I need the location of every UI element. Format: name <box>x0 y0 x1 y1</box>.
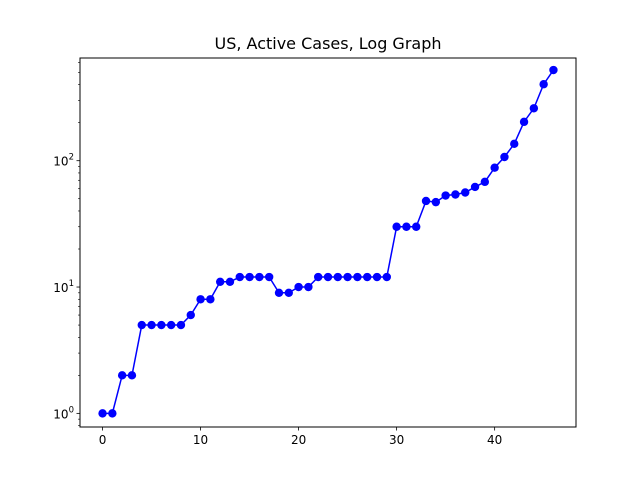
data-point <box>441 191 450 200</box>
data-point <box>412 222 421 231</box>
data-point <box>510 139 519 149</box>
data-point <box>490 163 499 172</box>
data-point <box>176 320 186 330</box>
data-point <box>147 320 156 330</box>
data-point <box>500 152 509 162</box>
chart-title: US, Active Cases, Log Graph <box>214 34 441 53</box>
x-tick-label: 40 <box>487 433 502 447</box>
x-tick-label: 10 <box>193 433 208 447</box>
data-point <box>363 272 372 282</box>
plot-area <box>98 65 558 418</box>
data-point <box>215 277 225 286</box>
data-point <box>549 65 558 75</box>
data-point <box>461 188 470 197</box>
data-point <box>323 272 333 282</box>
x-tick-label: 20 <box>291 433 306 447</box>
data-point <box>98 409 107 418</box>
data-point <box>166 320 176 330</box>
x-axis: 0 10 20 30 40 <box>99 427 502 447</box>
data-point <box>372 272 382 282</box>
data-point <box>529 104 539 113</box>
x-tick-label: 0 <box>99 433 107 447</box>
data-point <box>304 282 313 292</box>
data-point <box>157 320 166 330</box>
data-point <box>431 197 441 207</box>
data-point <box>206 295 215 304</box>
data-point <box>353 272 362 282</box>
y-tick-label: 102 <box>53 153 74 169</box>
data-point <box>539 80 548 89</box>
data-point <box>196 295 205 304</box>
data-point <box>235 272 244 282</box>
y-axis: 100 101 102 <box>53 62 80 426</box>
data-point <box>421 196 431 206</box>
data-point <box>392 222 401 231</box>
y-tick-label: 101 <box>53 279 74 295</box>
data-point <box>333 272 342 282</box>
data-point <box>284 288 293 298</box>
data-point <box>117 371 127 380</box>
data-point <box>343 272 352 282</box>
data-point <box>294 282 303 292</box>
y-tick-label: 100 <box>53 405 74 421</box>
data-point <box>519 117 529 127</box>
data-point <box>245 272 254 282</box>
data-point <box>451 190 460 199</box>
data-point <box>108 409 117 418</box>
axes-frame <box>79 57 577 428</box>
data-point <box>264 272 274 282</box>
data-point <box>186 310 195 320</box>
data-point <box>274 288 284 298</box>
data-point <box>382 272 392 282</box>
data-point <box>255 272 264 282</box>
data-point <box>314 272 323 282</box>
x-tick-label: 30 <box>389 433 404 447</box>
data-point <box>470 182 480 192</box>
data-point <box>127 371 137 380</box>
data-point <box>225 277 235 286</box>
data-point <box>402 222 411 231</box>
data-point <box>137 320 146 330</box>
data-point <box>480 177 490 187</box>
